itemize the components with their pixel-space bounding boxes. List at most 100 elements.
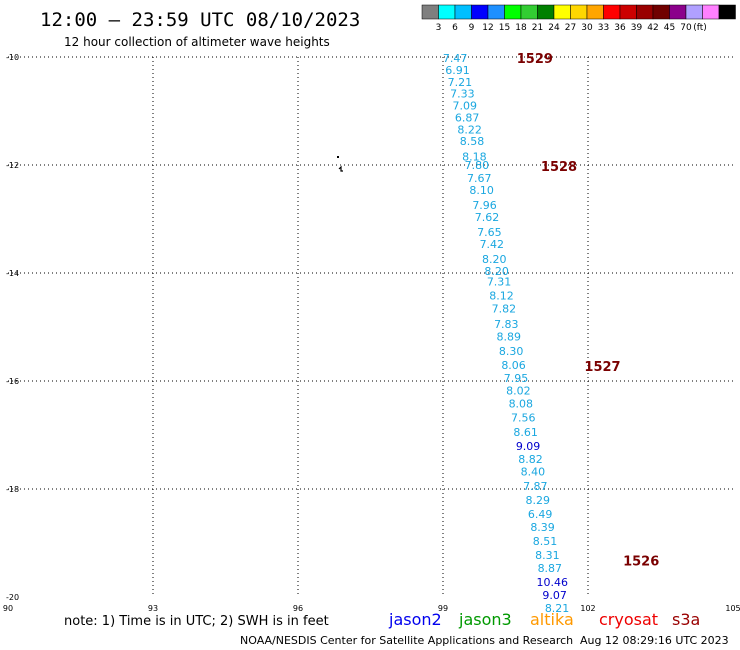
color-scale-label: 6 — [452, 23, 458, 33]
color-scale-label: 12 — [482, 23, 493, 33]
color-scale-label: 21 — [532, 23, 543, 33]
color-scale-label: 70 — [680, 23, 692, 33]
wave-height-value: 7.09 — [453, 100, 478, 113]
color-scale-label: 39 — [631, 23, 643, 33]
y-tick-label: -10 — [6, 53, 19, 62]
wave-height-value: 8.18 — [462, 150, 487, 163]
color-swatch — [718, 4, 736, 20]
time-label: 1529 — [517, 52, 553, 67]
color-swatch — [702, 4, 720, 20]
time-label: 1528 — [541, 160, 577, 175]
wave-height-value: 6.87 — [455, 111, 480, 124]
color-swatch — [636, 4, 654, 20]
plot-area: 90 93 96 99 102 105 -10 -12 -14 -16 -18 -20 7.476.9… — [3, 52, 740, 615]
island-marks — [337, 156, 343, 172]
color-scale-label: 42 — [647, 23, 658, 33]
y-tick-label: -20 — [6, 593, 19, 602]
color-swatch — [652, 4, 670, 20]
color-swatch — [669, 4, 687, 20]
wave-height-value: 7.65 — [477, 226, 502, 239]
wave-height-value: 8.20 — [484, 265, 509, 278]
color-scale-label: 33 — [598, 23, 609, 33]
wave-height-value: 6.91 — [445, 64, 470, 77]
wave-height-value: 7.95 — [504, 372, 529, 385]
color-swatch — [537, 4, 555, 20]
wave-height-value: 8.22 — [457, 123, 482, 136]
wave-height-value: 9.07 — [542, 589, 567, 602]
wave-height-value: 8.12 — [489, 290, 514, 303]
color-swatch — [504, 4, 522, 20]
satellite-cryosat: cryosat — [599, 610, 658, 629]
x-tick-label: 105 — [725, 604, 740, 613]
color-swatch — [438, 4, 456, 20]
footer-credit: NOAA/NESDIS Center for Satellite Applica… — [240, 634, 573, 647]
wave-height-value: 7.42 — [480, 238, 505, 251]
wave-height-value: 8.39 — [530, 521, 555, 534]
color-scale-label: 9 — [469, 23, 475, 33]
wave-height-value: 7.82 — [492, 303, 517, 316]
wave-height-value: 8.51 — [533, 535, 558, 548]
wave-height-value: 7.62 — [475, 211, 500, 224]
color-scale-label: 30 — [581, 23, 593, 33]
wave-height-value: 10.46 — [536, 576, 568, 589]
wave-height-value: 6.49 — [528, 508, 553, 521]
wave-height-value: 7.80 — [465, 159, 490, 172]
satellite-jason3: jason3 — [458, 610, 512, 629]
time-labels: 1529 1528 1527 1526 — [517, 52, 660, 569]
wave-height-value: 7.31 — [487, 276, 512, 289]
wave-height-value: 7.96 — [472, 199, 497, 212]
color-swatch — [619, 4, 637, 20]
color-scale-label: 45 — [664, 23, 675, 33]
satellite-s3a: s3a — [672, 610, 700, 629]
wave-height-value: 8.61 — [513, 426, 538, 439]
color-scale-label: 3 — [436, 23, 442, 33]
x-tick-label: 93 — [148, 604, 158, 613]
satellite-legend: jason2 jason3 altika cryosat s3a — [388, 610, 700, 629]
y-tick-label: -18 — [6, 485, 19, 494]
color-swatch — [487, 4, 505, 20]
color-swatch — [471, 4, 489, 20]
wave-height-value: 8.58 — [460, 135, 485, 148]
wave-height-value: 8.87 — [538, 562, 563, 575]
wave-height-value: 8.08 — [509, 398, 534, 411]
chart-subtitle: 12 hour collection of altimeter wave hei… — [64, 35, 330, 49]
satellite-altika: altika — [530, 610, 574, 629]
wave-height-value: 7.83 — [494, 318, 519, 331]
wave-height-value: 7.87 — [523, 480, 548, 493]
color-swatch — [553, 4, 571, 20]
wave-height-value: 7.33 — [450, 88, 475, 101]
wave-height-value: 8.40 — [521, 466, 546, 479]
wave-height-value: 7.67 — [467, 172, 492, 185]
color-swatch — [570, 4, 588, 20]
wave-height-values: 7.476.917.217.337.096.878.228.58 8.187.80… — [443, 52, 569, 615]
x-tick-label: 102 — [580, 604, 595, 613]
wave-height-value: 7.21 — [448, 76, 473, 89]
wave-height-value: 8.82 — [518, 453, 543, 466]
wave-height-value: 8.29 — [525, 494, 550, 507]
chart-title: 12:00 — 23:59 UTC 08/10/2023 — [40, 9, 360, 31]
wave-height-value: 8.30 — [499, 345, 524, 358]
y-tick-label: -12 — [6, 161, 19, 170]
x-tick-label: 90 — [3, 604, 13, 613]
color-scale-unit: (ft) — [693, 23, 707, 33]
wave-height-value: 8.10 — [469, 184, 494, 197]
footer-note: note: 1) Time is in UTC; 2) SWH is in fe… — [64, 614, 329, 629]
color-scale-label: 24 — [548, 23, 560, 33]
color-swatch — [685, 4, 703, 20]
color-swatch — [520, 4, 538, 20]
wave-height-value: 8.89 — [496, 331, 521, 344]
axis-ticks: 90 93 96 99 102 105 -10 -12 -14 -16 -18 -20 — [3, 53, 740, 613]
wave-height-value: 7.56 — [511, 412, 536, 425]
wave-height-value: 7.47 — [443, 52, 468, 65]
x-tick-label: 96 — [293, 604, 303, 613]
satellite-jason2: jason2 — [388, 610, 442, 629]
time-label: 1527 — [584, 360, 620, 375]
footer-timestamp: Aug 12 08:29:16 UTC 2023 — [580, 634, 729, 647]
color-swatch — [421, 4, 439, 20]
wave-height-value: 9.09 — [516, 440, 541, 453]
color-scale-label: 36 — [614, 23, 626, 33]
wave-height-value: 8.20 — [482, 253, 507, 266]
wave-height-value: 8.06 — [501, 359, 526, 372]
grid-lines — [8, 56, 733, 597]
